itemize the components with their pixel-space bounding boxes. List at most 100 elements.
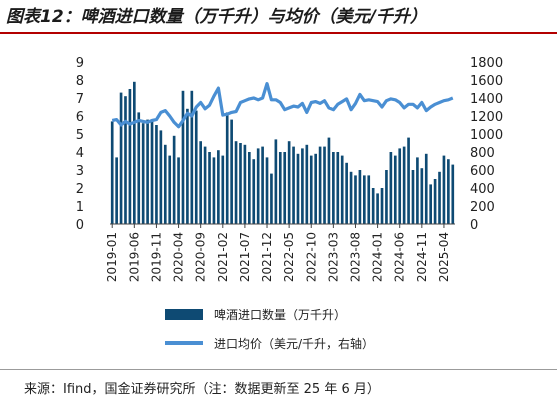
volume-bar (411, 170, 415, 224)
volume-bar (208, 152, 211, 224)
left-y-tick-label: 1 (76, 200, 84, 215)
volume-bar (314, 153, 317, 224)
right-y-tick-label: 1600 (470, 74, 503, 89)
volume-bar (309, 155, 313, 224)
footer-divider (0, 369, 557, 370)
x-tick-label: 2021-12 (260, 232, 274, 282)
right-y-tick-label: 1400 (470, 92, 503, 107)
volume-bar (146, 119, 149, 224)
right-y-tick-label: 800 (470, 146, 495, 161)
volume-bar (110, 121, 114, 224)
right-y-tick-label: 1800 (470, 56, 503, 71)
volume-bars (110, 81, 455, 224)
left-y-tick-label: 3 (76, 164, 84, 179)
right-y-tick-label: 400 (470, 182, 495, 197)
volume-bar (239, 143, 242, 224)
volume-bar (181, 90, 185, 224)
title-underline (0, 32, 557, 34)
volume-bar (159, 130, 163, 224)
volume-bar (186, 108, 189, 224)
x-tick-label: 2020-04 (172, 232, 186, 282)
x-tick-label: 2023-03 (326, 232, 340, 282)
x-tick-label: 2025-04 (437, 232, 451, 282)
volume-bar (256, 148, 260, 224)
volume-bar (203, 146, 207, 224)
volume-bar (141, 123, 145, 224)
volume-bar (168, 155, 172, 224)
volume-bar (447, 159, 450, 224)
legend-bar-label: 啤酒进口数量（万千升） (214, 307, 346, 322)
volume-bar (402, 146, 406, 224)
volume-bar (354, 175, 357, 224)
volume-bar (305, 144, 309, 224)
volume-bar (416, 157, 419, 224)
volume-bar (349, 171, 353, 224)
volume-bar (420, 168, 424, 224)
volume-bar (367, 175, 371, 224)
source-note: 来源：Ifind，国金证券研究所（注：数据更新至 25 年 6 月） (24, 382, 380, 397)
volume-bar (292, 146, 295, 224)
x-tick-label: 2019-11 (149, 232, 163, 282)
volume-bar (323, 146, 326, 224)
left-y-tick-label: 7 (76, 92, 84, 107)
volume-bar (163, 144, 167, 224)
volume-bar (212, 157, 216, 224)
volume-bar (261, 146, 264, 224)
volume-bar (194, 110, 198, 224)
volume-bar (433, 179, 437, 224)
volume-bar (278, 152, 282, 224)
volume-bar (407, 137, 410, 224)
volume-bar (358, 170, 362, 224)
volume-bar (155, 125, 158, 224)
x-tick-label: 2024-01 (371, 232, 385, 282)
volume-bar (124, 96, 127, 224)
volume-bar (424, 153, 428, 224)
volume-bar (133, 81, 136, 224)
volume-bar (442, 155, 446, 224)
x-tick-label: 2019-01 (105, 232, 119, 282)
volume-bar (380, 188, 384, 224)
left-y-tick-label: 4 (76, 146, 84, 161)
x-tick-label: 2021-07 (238, 232, 252, 282)
right-y-tick-label: 1200 (470, 110, 503, 125)
volume-bar (332, 152, 335, 224)
volume-bar (177, 157, 180, 224)
volume-bar (318, 146, 322, 224)
page-title: 图表12：啤酒进口数量（万千升）与均价（美元/千升） (6, 7, 427, 27)
volume-bar (296, 153, 300, 224)
volume-bar (283, 152, 287, 224)
volume-bar (217, 150, 220, 224)
volume-bar (243, 144, 247, 224)
volume-bar (451, 164, 455, 224)
right-y-tick-label: 0 (470, 218, 478, 233)
left-y-tick-label: 5 (76, 128, 84, 143)
volume-bar (363, 175, 366, 224)
volume-bar (301, 148, 304, 224)
x-tick-label: 2020-09 (194, 232, 208, 282)
volume-bar (389, 152, 393, 224)
volume-bar (393, 155, 397, 224)
volume-bar (398, 148, 402, 224)
volume-bar (274, 139, 278, 224)
volume-bar (137, 112, 141, 224)
volume-bar (345, 162, 348, 224)
x-tick-label: 2024-11 (415, 232, 429, 282)
x-tick-label: 2022-05 (282, 232, 296, 282)
volume-bar (230, 119, 233, 224)
volume-bar (336, 152, 340, 224)
price-series-line (111, 81, 454, 129)
legend-bar-swatch (165, 309, 203, 320)
volume-bar (270, 173, 273, 224)
volume-bar (172, 135, 176, 224)
volume-bar (115, 157, 118, 224)
volume-bar (252, 159, 256, 224)
volume-bar (287, 141, 291, 224)
x-tick-label: 2021-02 (216, 232, 230, 282)
volume-bar (376, 193, 379, 224)
chart-legend: 啤酒进口数量（万千升） 进口均价（美元/千升，右轴） (165, 307, 374, 351)
volume-bar (234, 141, 238, 224)
left-y-tick-label: 2 (76, 182, 84, 197)
volume-bar (340, 155, 344, 224)
legend-line-label: 进口均价（美元/千升，右轴） (214, 336, 374, 351)
volume-bar (150, 119, 154, 224)
